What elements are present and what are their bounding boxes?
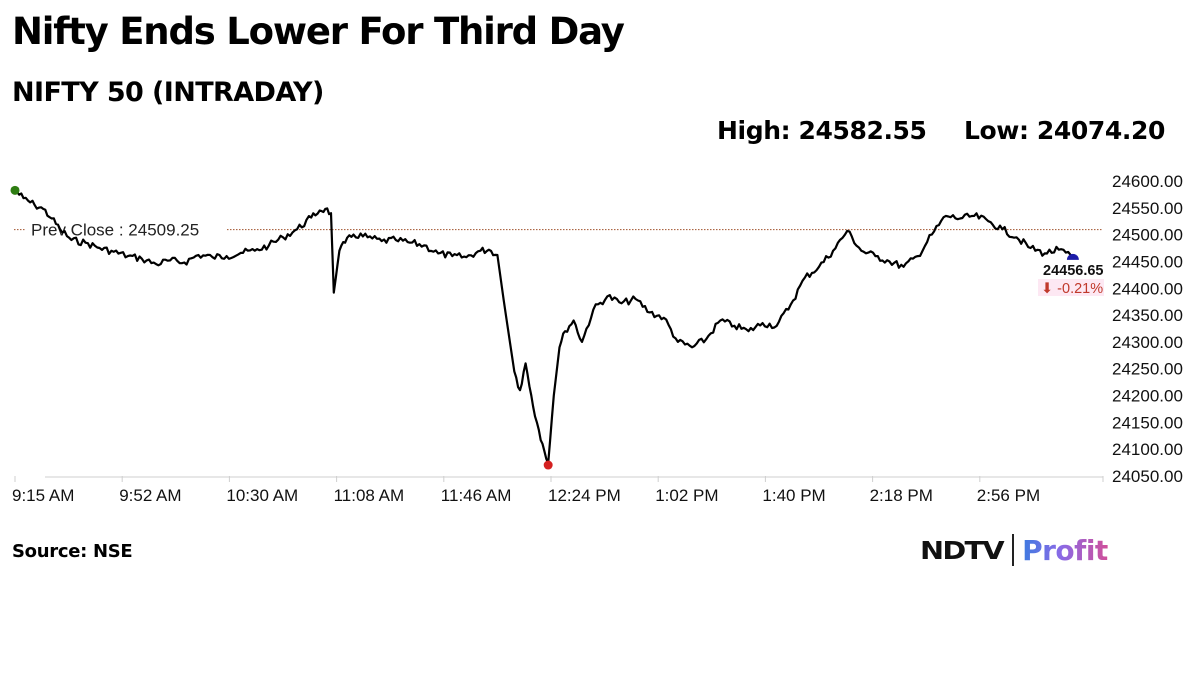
ndtv-profit-logo: NDTV Profit — [920, 532, 1108, 568]
chart-subtitle: NIFTY 50 (INTRADAY) — [12, 77, 324, 108]
logo-ndtv-text: NDTV — [920, 535, 1005, 565]
y-tick-label: 24600.00 — [1112, 172, 1183, 191]
low-value: Low: 24074.20 — [964, 116, 1165, 145]
open-marker — [10, 185, 20, 195]
change-badge-bg — [1038, 279, 1104, 296]
change-percent-label: ⬇ -0.21% — [1041, 281, 1103, 297]
prev-close-label-bg — [26, 218, 226, 241]
x-tick-label: 2:56 PM — [977, 486, 1040, 505]
x-tick-label: 2:18 PM — [870, 486, 933, 505]
y-tick-label: 24200.00 — [1112, 387, 1183, 406]
low-marker — [543, 460, 553, 470]
last-price-marker — [1066, 253, 1079, 260]
y-tick-label: 24050.00 — [1112, 467, 1183, 486]
high-value: High: 24582.55 — [717, 116, 927, 145]
x-tick-label: 1:40 PM — [762, 486, 825, 505]
y-tick-label: 24500.00 — [1112, 226, 1183, 245]
prev-close-label: Prev Close : 24509.25 — [31, 221, 199, 240]
x-tick-label: 1:02 PM — [655, 486, 718, 505]
logo-profit-text: Profit — [1022, 533, 1108, 567]
x-axis-labels: 9:15 AM 9:52 AM 10:30 AM 11:08 AM 11:46 AM 12… — [12, 486, 1040, 505]
x-tick-label: 10:30 AM — [226, 486, 298, 505]
y-axis-labels: 24600.00 24550.00 24500.00 24450.00 24400.00… — [1112, 172, 1183, 486]
logo-divider — [1012, 534, 1015, 566]
x-tick-label: 11:08 AM — [334, 486, 405, 505]
x-tick-label: 9:15 AM — [12, 486, 74, 505]
x-tick-label: 9:52 AM — [119, 486, 181, 505]
y-tick-label: 24100.00 — [1112, 440, 1183, 459]
y-tick-label: 24150.00 — [1112, 413, 1183, 432]
y-tick-label: 24300.00 — [1112, 333, 1183, 352]
y-tick-label: 24250.00 — [1112, 360, 1183, 379]
headline: Nifty Ends Lower For Third Day — [12, 10, 625, 53]
x-tick-label: 11:46 AM — [441, 486, 512, 505]
y-tick-label: 24550.00 — [1112, 199, 1183, 218]
x-tick-label: 12:24 PM — [548, 486, 621, 505]
intraday-line-chart: 9:15 AM 9:52 AM 10:30 AM 11:08 AM 11:46 AM 12… — [10, 172, 1183, 505]
source-note: Source: NSE — [12, 541, 133, 562]
x-axis-ticks — [14, 476, 1104, 482]
y-tick-label: 24350.00 — [1112, 306, 1183, 325]
y-tick-label: 24400.00 — [1112, 279, 1183, 298]
y-tick-label: 24450.00 — [1112, 252, 1183, 271]
price-line — [14, 189, 1074, 465]
last-price-label: 24456.65 — [1043, 263, 1103, 279]
